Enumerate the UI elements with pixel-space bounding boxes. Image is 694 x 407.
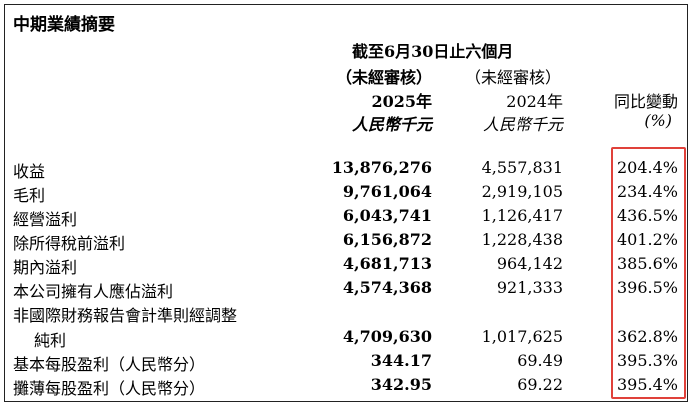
cell-2024-basic-eps: 69.49 [517,351,563,370]
cell-change-diluted-eps: 395.4% [616,375,678,394]
row-label-adjusted-net-profit-line2: 純利 [34,331,67,350]
cell-2024-diluted-eps: 69.22 [517,375,563,394]
cell-2025-gross-profit: 9,761,064 [342,182,432,201]
cell-2024-revenue: 4,557,831 [481,158,563,177]
cell-change-profit-attributable: 396.5% [616,278,678,297]
year-2025-header: 2025年 [371,92,432,111]
cell-2025-basic-eps: 344.17 [370,351,432,370]
row-label-basic-eps: 基本每股盈利（人民幣分） [13,355,206,374]
change-column-highlight [611,147,686,399]
cell-2024-adjusted-net-profit: 1,017,625 [481,327,563,346]
year-2024-header: 2024年 [506,92,563,111]
cell-2024-profit-before-tax: 1,228,438 [481,230,563,249]
cell-2025-revenue: 13,876,276 [331,158,432,177]
row-label-revenue: 收益 [13,162,46,181]
cell-2024-profit-attributable: 921,333 [496,278,563,297]
unit-2025-header: 人民幣千元 [351,115,432,134]
cell-change-operating-profit: 436.5% [616,206,678,225]
row-label-profit-for-period: 期內溢利 [13,258,78,277]
cell-change-profit-for-period: 385.6% [616,254,678,273]
cell-2025-adjusted-net-profit: 4,709,630 [342,327,432,346]
cell-2025-profit-attributable: 4,574,368 [342,278,432,297]
table-title: 中期業績摘要 [13,15,115,35]
period-header: 截至6月30日止六個月 [352,42,514,61]
cell-2025-profit-before-tax: 6,156,872 [342,230,432,249]
cell-change-revenue: 204.4% [616,158,678,177]
cell-change-profit-before-tax: 401.2% [616,230,678,249]
cell-change-adjusted-net-profit: 362.8% [616,327,678,346]
row-label-profit-before-tax: 除所得稅前溢利 [13,234,126,253]
audit-2024-header: （未經審核） [465,68,562,87]
table-frame [4,4,688,402]
row-label-operating-profit: 經營溢利 [13,210,78,229]
row-label-gross-profit: 毛利 [13,186,46,205]
change-unit-header: (%) [644,111,672,130]
audit-2025-header: （未經審核） [336,68,433,87]
cell-change-basic-eps: 395.3% [616,351,678,370]
row-label-adjusted-net-profit: 非國際財務報告會計準則經調整 [13,306,238,325]
cell-2024-operating-profit: 1,126,417 [481,206,563,225]
row-label-profit-attributable: 本公司擁有人應佔溢利 [13,282,174,301]
cell-2024-profit-for-period: 964,142 [496,254,563,273]
row-label-diluted-eps: 攤薄每股盈利（人民幣分） [13,379,206,398]
unit-2024-header: 人民幣千元 [482,115,563,134]
cell-2024-gross-profit: 2,919,105 [481,182,563,201]
change-header: 同比變動 [613,92,678,111]
cell-2025-profit-for-period: 4,681,713 [342,254,432,273]
cell-2025-operating-profit: 6,043,741 [342,206,432,225]
cell-change-gross-profit: 234.4% [616,182,678,201]
cell-2025-diluted-eps: 342.95 [370,375,432,394]
